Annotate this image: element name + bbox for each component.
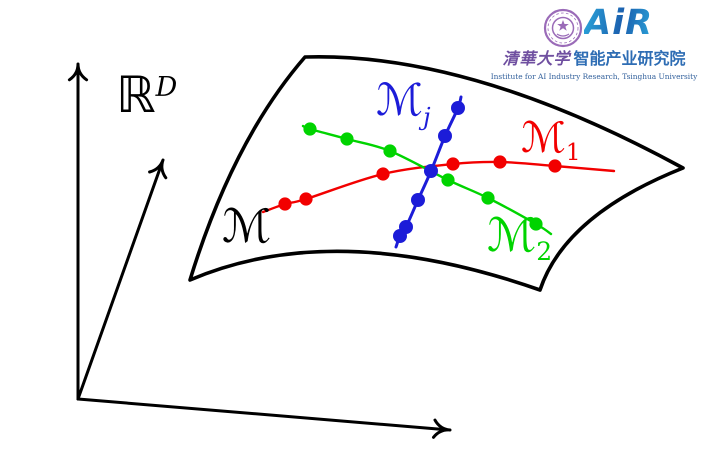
m2-sample-point	[340, 132, 354, 146]
mj-sample-point	[451, 101, 465, 115]
tsinghua-seal-icon	[543, 8, 583, 48]
ambient-space-label: ℝD	[116, 70, 177, 120]
m2-sample-point	[481, 191, 495, 205]
vertical-axis-arrow	[67, 62, 89, 401]
mj-curve	[393, 95, 465, 249]
double-struck-r: ℝ	[116, 66, 156, 124]
m1-sample-point	[446, 157, 460, 171]
diagonal-axis-arrow	[76, 158, 168, 401]
dimension-superscript: D	[155, 72, 178, 103]
m1-sample-point	[299, 192, 313, 206]
institute-name-cn: 清華大学 智能产业研究院	[502, 49, 686, 68]
mj-sample-point	[438, 129, 452, 143]
air-logo-text: AiR	[584, 3, 654, 43]
mj-sample-point	[424, 164, 438, 178]
tsinghua-calligraphy: 清華大学	[502, 49, 571, 68]
m2-sample-point	[529, 217, 543, 231]
m1-sample-point	[493, 155, 507, 169]
mj-curve-label: ℳj	[376, 75, 431, 131]
m2-sample-point	[441, 173, 455, 187]
horizontal-axis-arrow	[76, 397, 452, 439]
m2-curve-label: ℳ2	[487, 208, 553, 266]
m1-sample-point	[376, 167, 390, 181]
m1-curve-label: ℳ1	[521, 113, 581, 166]
m1-sample-point	[278, 197, 292, 211]
mj-sample-point	[393, 229, 407, 243]
manifold-label: ℳ	[222, 199, 272, 253]
m2-curve	[301, 122, 553, 236]
m1-sample-point	[548, 159, 562, 173]
m1-curve	[261, 155, 616, 214]
air-logo: AiR 清華大学 智能产业研究院 Institute for AI Industr…	[486, 4, 702, 88]
m2-sample-point	[383, 144, 397, 158]
m2-sample-point	[303, 122, 317, 136]
institute-name-en: Institute for AI Industry Research, Tsin…	[490, 72, 698, 81]
mj-sample-point	[411, 193, 425, 207]
